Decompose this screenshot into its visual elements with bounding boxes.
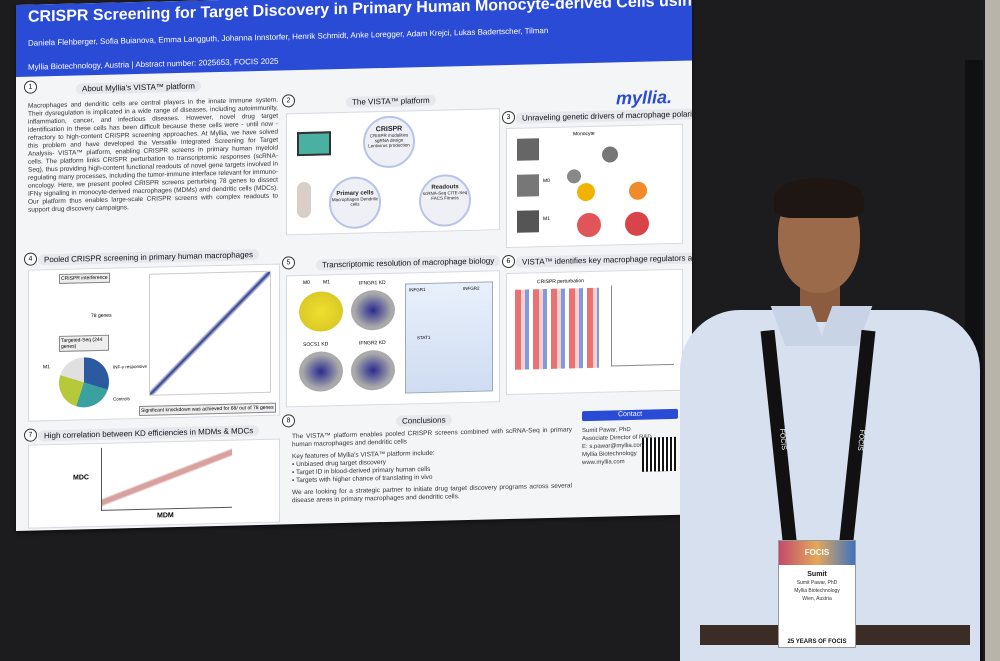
m1-pie-label: M1 [43,364,50,371]
section-7-panel: MDC MDM [28,438,280,529]
badge-org: Myllia Biotechnology [794,588,840,594]
genes-label: 78 genes [91,312,112,320]
m2-cell-icon [629,181,647,201]
ifngr2-label: IFNGR2 KD [359,339,386,347]
micrograph-3 [517,210,539,233]
section-number-6: 6 [502,254,515,269]
anti-tumor-cell-icon [577,212,601,238]
mdc-axis-label: MDC [73,474,89,482]
ifngr1-label: IFNGR1 KD [359,279,386,287]
correlation-scatter [101,444,232,511]
badge-fullname: Sumit Pawar, PhD [796,580,838,586]
m1-cell-icon [577,182,595,202]
human-figure-icon [297,181,311,219]
name-badge: FOCIS Sumit Sumit Pawar, PhD Myllia Biot… [778,540,856,648]
section-number-1: 1 [24,80,37,94]
section-number-2: 2 [282,94,295,108]
pie-chart [59,356,109,408]
section-2-title: The VISTA™ platform [346,94,436,108]
computer-icon [297,131,331,157]
section-4-panel: CRISPR interference 78 genes Targeted-Se… [28,263,280,422]
section-8-body: The VISTA™ platform enables pooled CRISP… [292,426,572,523]
m0-umap [299,291,343,333]
presenter: FOCIS FOCIS FOCIS Sumit Sumit Pawar, PhD… [660,170,980,661]
section-3-title: Unraveling genetic drivers of macrophage… [516,107,692,124]
poster-header: CRISPR Screening for Target Discovery in… [16,0,692,78]
m1-label: M1 [543,215,550,223]
controls-label: Controls [113,396,130,402]
conclusion-p1: The VISTA™ platform enables pooled CRISP… [292,426,572,449]
m0-umap-label: M0 [303,279,310,286]
pro-tumor-cell-icon [625,211,649,237]
section-1-title: About Myllia's VISTA™ platform [76,80,201,95]
section-5-panel: M0 M1 IFNGR1 KD SOCS1 KD IFNGR2 KD INFGR… [286,270,500,408]
m0-label: M0 [543,177,550,185]
readouts-bubble: Readouts scRNA-Seq CITE-Seq FACS Fitness [419,173,471,228]
micrograph-1 [517,138,539,161]
mdm-axis-label: MDM [157,512,174,520]
section-number-8: 8 [282,414,295,428]
section-5-title: Transcriptomic resolution of macrophage … [316,255,501,271]
badge-footer: 25 YEARS OF FOCIS [787,639,847,645]
infr1-label: INFGR1 [409,286,426,293]
poster-title: CRISPR Screening for Target Discovery in… [28,0,692,26]
ifn-responsive-label: INF-γ responsive [113,363,148,370]
section-4-title: Pooled CRISPR screening in primary human… [38,249,259,266]
section-number-4: 4 [24,252,37,266]
section-3-panel: Monocyte M0 M1 [506,123,683,249]
knockdown-note: Significant knockdown was achieved for 6… [139,402,276,416]
section-2-panel: CRISPR CRISPR modalities sgRNA design Le… [286,108,500,236]
badge-header: FOCIS [779,541,855,565]
primary-cells-bubble: Primary cells Macrophages Dendritic cell… [329,176,381,230]
crispr-interference-label: CRISPR interference [59,272,110,284]
section-number-3: 3 [502,110,515,125]
crispr-perturbation-label: CRISPR perturbation [537,278,584,286]
badge-name: Sumit [807,571,827,578]
primary-cells-sublabel: Macrophages Dendritic cells [331,196,379,207]
poster: CRISPR Screening for Target Discovery in… [16,0,692,531]
m1-umap-label: M1 [323,279,330,286]
section-8-title: Conclusions [396,414,452,427]
readouts-sublabel: scRNA-Seq CITE-Seq FACS Fitness [422,189,468,201]
targeted-seq-label: Targeted-Seq (244 genes) [59,334,109,352]
hair [774,178,864,218]
section-number-7: 7 [24,428,37,442]
m0-cell-icon [567,169,581,184]
infr2-label: INFGR2 [463,285,480,292]
badge-place: Wien, Austria [802,596,832,602]
section-number-5: 5 [282,256,295,270]
section-1-body: Macrophages and dendritic cells are cent… [28,96,278,214]
section-6-panel: CRISPR perturbation [506,268,683,396]
ifngr2-umap [351,349,395,391]
socs1-label: SOCS1 KD [303,341,329,348]
poster-affiliation: Myllia Biotechnology, Austria | Abstract… [28,56,279,72]
crispr-bubble: CRISPR CRISPR modalities sgRNA design Le… [363,115,415,169]
signature-heatmap [515,287,599,370]
socs1-umap [299,351,343,393]
knockdown-heatmap [149,270,271,396]
poster-authors: Daniela Flehberger, Sofia Buianova, Emma… [28,25,548,48]
crispr-sublabel: CRISPR modalities sgRNA design Lentiviru… [368,132,410,149]
ifngr1-umap [351,289,395,331]
micrograph-2 [517,174,539,197]
top-cell-icon [602,146,618,163]
myllia-logo: myllia. [616,86,673,109]
conclusion-p3: We are looking for a strategic partner t… [292,482,572,505]
monocyte-label: Monocyte [573,130,595,138]
stat1-label: STAT1 [417,334,431,341]
